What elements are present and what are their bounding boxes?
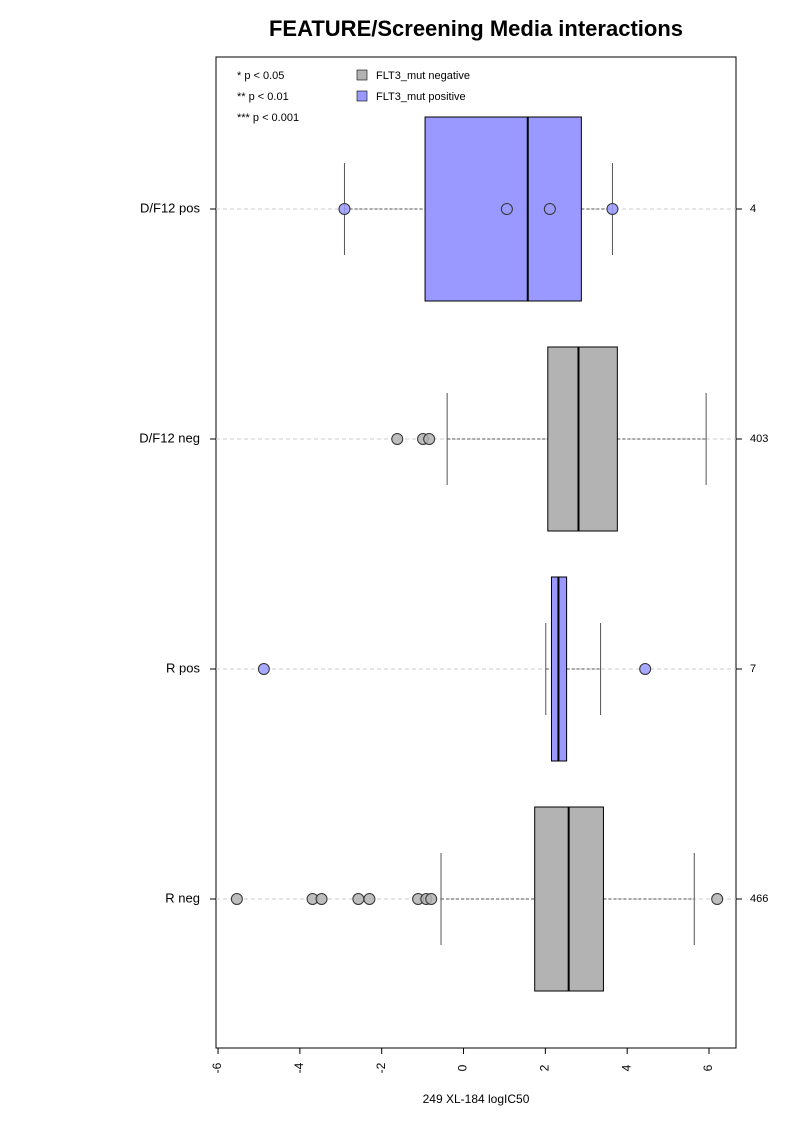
annotation: ** p < 0.01 [237,91,289,103]
count-label: 403 [750,433,768,445]
y-tick-label: R pos [166,660,200,675]
outlier-point [543,203,556,215]
outlier-point [711,893,724,905]
x-tick-label: -2 [374,1062,388,1073]
x-tick-label: 0 [456,1064,470,1071]
outlier-point [500,203,513,215]
legend-label: FLT3_mut negative [376,70,470,82]
outlier-point [315,893,328,905]
annotation: *** p < 0.001 [237,112,299,124]
annotation: * p < 0.05 [237,70,284,82]
count-label: 4 [750,203,756,215]
legend-swatch [356,90,368,102]
x-tick-label: 4 [619,1064,633,1071]
outlier-point [639,663,652,675]
outlier-point [425,893,438,905]
legend-label: FLT3_mut positive [376,91,466,103]
count-label: 7 [750,663,756,675]
count-label: 466 [750,893,768,905]
outlier-point [352,893,365,905]
chart-title: FEATURE/Screening Media interactions [269,16,683,41]
x-tick-label: 2 [538,1064,552,1071]
y-tick-label: R neg [165,890,200,905]
outlier-point [423,433,436,445]
legend-swatch [356,69,368,81]
x-tick-label: -4 [292,1062,306,1073]
box [547,346,618,532]
y-tick-label: D/F12 pos [140,200,200,215]
outlier-point [391,433,404,445]
outlier-point [230,893,243,905]
y-tick-label: D/F12 neg [139,430,200,445]
x-axis-label: 249 XL-184 logIC50 [423,1092,530,1106]
outlier-point [606,203,619,215]
x-tick-label: 6 [701,1064,715,1071]
x-tick-label: -6 [210,1062,224,1073]
plot-frame [215,56,737,1049]
outlier-point [338,203,351,215]
outlier-point [363,893,376,905]
outlier-point [257,663,270,675]
